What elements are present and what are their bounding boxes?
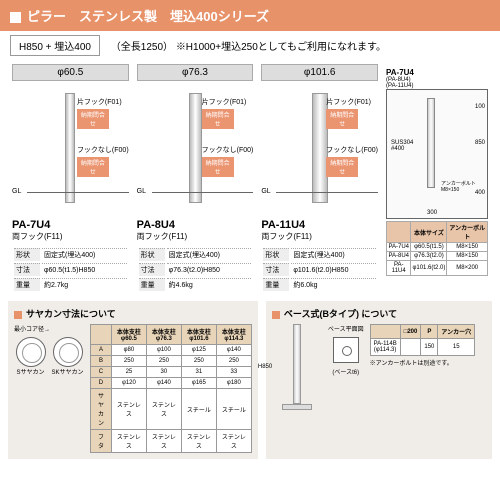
bottom-panels: サヤカン寸法について 最小コア径→ Sサヤカン SKサヤカン 本体支柱 φ60.… xyxy=(0,297,500,463)
base-table: □200Pアンカー穴 PA-114B (φ114.3)15015 xyxy=(370,324,476,356)
sayakan-title: サヤカン寸法について xyxy=(14,307,252,320)
product-sub-1: 両フック(F11) xyxy=(12,231,129,242)
base-title: ベース式(Bタイプ) について xyxy=(272,307,486,320)
product-1: φ60.5 GL 片フック(F01) 納期問合せ フックなし(F00) 納期問合… xyxy=(8,64,133,293)
diagram-table: 本体サイズアンカーボルト PA-7U4φ60.5(t1.5)M8×150 PA-… xyxy=(386,221,488,276)
header-square-icon xyxy=(10,12,21,23)
spec-box: H850 + 埋込400 xyxy=(10,35,100,56)
product-image-3: GL 片フック(F01)納期問合せ フックなし(F00)納期問合せ xyxy=(261,85,378,215)
plan-view-icon xyxy=(333,337,359,363)
base-diagram: H850 ベース平面図 (ベースt6) □200Pアンカー穴 PA-114B (… xyxy=(272,324,486,424)
dia-3: φ101.6 xyxy=(261,64,378,81)
square-icon xyxy=(14,311,22,319)
gl-line xyxy=(152,192,254,193)
spec-note: ※H1000+埋込250としてもご利用になれます。 xyxy=(176,42,386,53)
pillar-icon xyxy=(312,93,328,203)
products-row: φ60.5 GL 片フック(F01) 納期問合せ フックなし(F00) 納期問合… xyxy=(0,60,500,297)
pillar-icon xyxy=(189,93,202,203)
product-image-2: GL 片フック(F01)納期問合せ フックなし(F00)納期問合せ xyxy=(137,85,254,215)
dia-1: φ60.5 xyxy=(12,64,129,81)
spec-table-3: 形状固定式(埋込400) 寸法φ101.6(t2.0)H850 重量約6.0kg xyxy=(261,246,378,293)
inquiry-tag: 納期問合せ xyxy=(77,157,109,177)
base-pillar: H850 xyxy=(272,324,322,424)
tags-3: 片フック(F01)納期問合せ フックなし(F00)納期問合せ xyxy=(326,95,378,179)
gl-label: GL xyxy=(137,188,146,195)
inquiry-tag: 納期問合せ xyxy=(77,109,109,129)
tags-2: 片フック(F01)納期問合せ フックなし(F00)納期問合せ xyxy=(202,95,254,179)
sayakan-panel: サヤカン寸法について 最小コア径→ Sサヤカン SKサヤカン 本体支柱 φ60.… xyxy=(8,301,258,459)
gl-label: GL xyxy=(12,188,21,195)
base-icon xyxy=(282,404,312,410)
product-2: φ76.3 GL 片フック(F01)納期問合せ フックなし(F00)納期問合せ … xyxy=(133,64,258,293)
pillar-icon xyxy=(65,93,75,203)
header-title: ピラー ステンレス製 埋込400シリーズ xyxy=(27,9,269,24)
inquiry-tag: 納期問合せ xyxy=(326,109,358,129)
sayakan-diagrams: Sサヤカン SKサヤカン xyxy=(14,337,84,376)
inquiry-tag: 納期問合せ xyxy=(326,157,358,177)
pillar-icon xyxy=(293,324,301,404)
diagram-pillar xyxy=(427,98,435,188)
dia-2: φ76.3 xyxy=(137,64,254,81)
total-length: （全長1250） xyxy=(111,42,173,53)
inquiry-tag: 納期問合せ xyxy=(202,157,234,177)
product-name-1: PA-7U4 xyxy=(12,219,129,231)
square-icon xyxy=(272,311,280,319)
diagram-box: 100 850 400 SUS304 #400 アンカーボルト M8×150 3… xyxy=(386,89,488,219)
base-panel: ベース式(Bタイプ) について H850 ベース平面図 (ベースt6) □200… xyxy=(266,301,492,459)
page-header: ピラー ステンレス製 埋込400シリーズ xyxy=(0,0,500,31)
tags-1: 片フック(F01) 納期問合せ フックなし(F00) 納期問合せ xyxy=(77,95,129,179)
circle-icon xyxy=(16,337,46,367)
spec-table-2: 形状固定式(埋込400) 寸法φ76.3(t2.0)H850 重量約4.6kg xyxy=(137,246,254,293)
product-3: φ101.6 GL 片フック(F01)納期問合せ フックなし(F00)納期問合せ… xyxy=(257,64,382,293)
inquiry-tag: 納期問合せ xyxy=(202,109,234,129)
spec-table-1: 形状固定式(埋込400) 寸法φ60.5(t1.5)H850 重量約2.7kg xyxy=(12,246,129,293)
gl-label: GL xyxy=(261,188,270,195)
product-image-1: GL 片フック(F01) 納期問合せ フックなし(F00) 納期問合せ xyxy=(12,85,129,215)
gl-line xyxy=(276,192,378,193)
nohook-label: フックなし(F00) xyxy=(77,145,129,155)
hook-label: 片フック(F01) xyxy=(77,97,129,107)
sub-header: H850 + 埋込400 （全長1250） ※H1000+埋込250としてもご利… xyxy=(0,31,500,60)
sayakan-table: 本体支柱 φ60.5本体支柱 φ76.3本体支柱 φ101.6本体支柱 φ114… xyxy=(90,324,252,453)
gl-line xyxy=(27,192,129,193)
dimension-diagram: PA-7U4 (PA-8U4) (PA-11U4) 100 850 400 SU… xyxy=(382,64,492,293)
circle-icon xyxy=(53,337,83,367)
